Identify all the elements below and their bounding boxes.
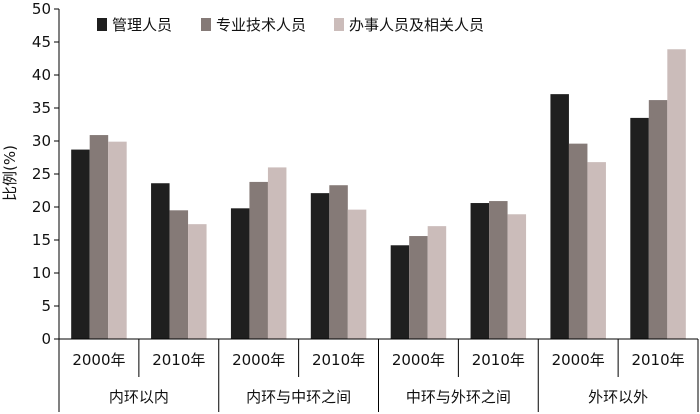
bar	[667, 49, 686, 339]
x-year-label: 2010年	[472, 351, 525, 369]
legend-label: 管理人员	[112, 16, 172, 34]
x-year-label: 2000年	[392, 351, 445, 369]
bar	[648, 100, 668, 339]
bar	[249, 181, 268, 339]
y-axis-label: 比例(%)	[1, 145, 19, 201]
legend-label: 办事人员及相关人员	[349, 16, 484, 34]
y-tick-label: 45	[32, 33, 51, 51]
x-group-label: 外环以外	[588, 388, 648, 406]
x-year-label: 2000年	[72, 351, 125, 369]
bar	[550, 94, 569, 339]
legend-swatch	[97, 18, 107, 31]
y-tick-label: 25	[32, 165, 51, 183]
bar	[151, 183, 170, 339]
y-tick-label: 5	[41, 297, 51, 315]
x-year-label: 2010年	[312, 351, 365, 369]
bar	[267, 167, 287, 339]
bar	[329, 185, 348, 339]
bar	[347, 209, 367, 339]
bar	[587, 162, 606, 339]
x-year-label: 2010年	[152, 351, 205, 369]
bar	[71, 149, 90, 339]
x-year-label: 2000年	[232, 351, 285, 369]
bar	[310, 193, 330, 339]
bar	[169, 210, 189, 339]
y-tick-label: 0	[41, 330, 51, 348]
legend-label: 专业技术人员	[216, 16, 306, 34]
bar	[230, 208, 250, 339]
y-tick-label: 20	[32, 198, 51, 216]
y-tick-label: 40	[32, 66, 51, 84]
bar	[89, 135, 109, 339]
x-group-label: 内环与中环之间	[246, 388, 351, 406]
bar	[507, 214, 527, 339]
legend-swatch	[334, 18, 344, 31]
x-year-label: 2000年	[552, 351, 605, 369]
bars-layer	[71, 49, 686, 340]
bar	[108, 141, 127, 339]
x-year-label: 2010年	[631, 351, 684, 369]
y-tick-label: 10	[32, 264, 51, 282]
bar	[390, 245, 410, 339]
bar	[188, 224, 207, 339]
y-tick-label: 35	[32, 99, 51, 117]
y-axis: 0 5 10 15 20 25 30 35 40 45 50	[32, 0, 60, 348]
legend: 管理人员 专业技术人员 办事人员及相关人员	[97, 16, 484, 34]
bar	[568, 143, 588, 339]
bar	[409, 236, 428, 339]
legend-swatch	[201, 18, 211, 31]
y-tick-label: 30	[32, 132, 51, 150]
bar	[427, 226, 447, 339]
x-group-label: 内环以内	[109, 388, 169, 406]
bar	[470, 203, 490, 339]
bar	[630, 117, 649, 340]
bar	[489, 201, 508, 339]
y-tick-label: 50	[32, 0, 51, 18]
y-tick-label: 15	[32, 231, 51, 249]
x-group-label: 中环与外环之间	[406, 388, 511, 406]
